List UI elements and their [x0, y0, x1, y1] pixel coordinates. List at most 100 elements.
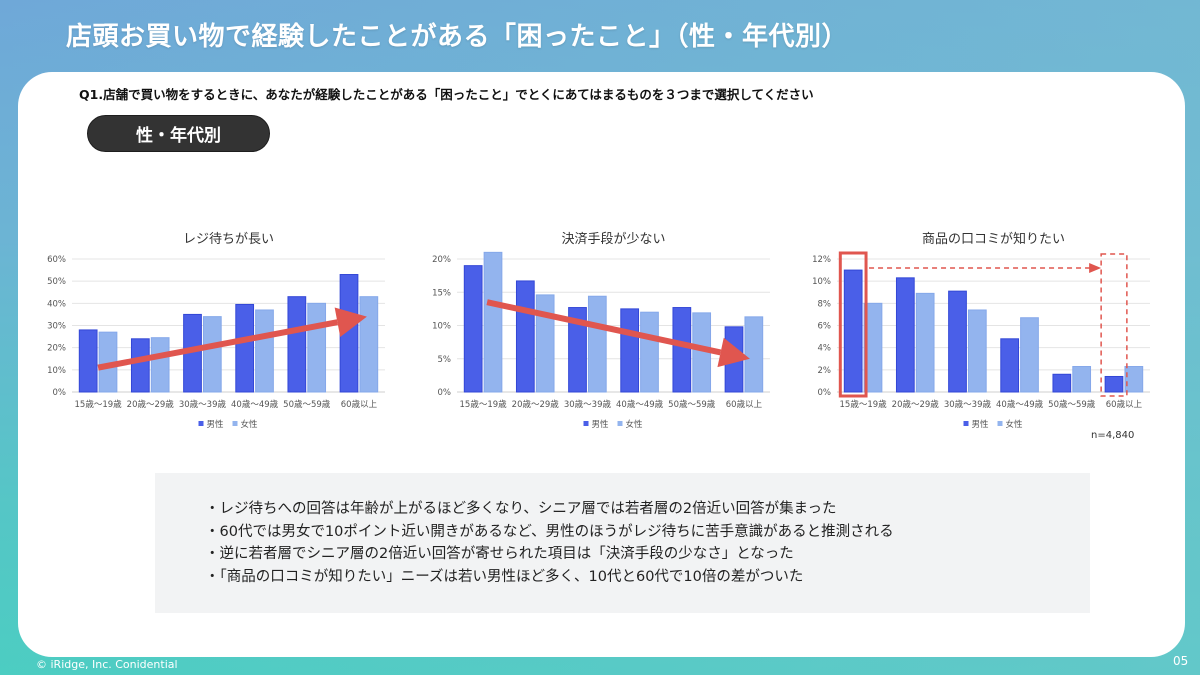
y-tick-label: 0% — [438, 388, 452, 398]
arrow-head — [334, 307, 367, 337]
legend-swatch-male — [198, 421, 204, 426]
y-tick-label: 40% — [47, 299, 66, 309]
x-tick-label: 30歳～39歳 — [944, 399, 992, 410]
survey-question: Q1.店舗で買い物をするときに、あなたが経験したことがある「困ったこと」でとくに… — [79, 87, 814, 102]
segment-pill-label: 性・年代別 — [136, 126, 221, 146]
bar-female — [640, 311, 659, 393]
bar-female — [744, 316, 764, 393]
legend-swatch-female — [232, 421, 238, 426]
y-tick-label: 2% — [818, 366, 832, 376]
bar-female — [915, 292, 935, 393]
bar-male — [1104, 375, 1124, 393]
x-tick-label: 50歳～59歳 — [1048, 399, 1096, 410]
legend-label: 男性 — [972, 419, 990, 430]
x-tick-label: 20歳～29歳 — [512, 399, 560, 410]
chart-register-wait: レジ待ちが長い 0% 10% 20% 30% 40% 50% 60% 15歳～19歳 20歳～29… — [47, 232, 385, 430]
x-tick-label: 60歳以上 — [1106, 399, 1143, 410]
y-tick-label: 20% — [47, 344, 66, 354]
chart-title: 決済手段が少ない — [561, 231, 665, 247]
chart-product-reviews: 商品の口コミが知りたい 0% 2% 4% 6% 8% 10% 12% 15歳～19歳 20歳～29… — [812, 231, 1150, 430]
bar-female — [1020, 317, 1039, 393]
chart-title: レジ待ちが長い — [183, 232, 274, 247]
legend-swatch-female — [997, 421, 1003, 426]
segment-pill: 性・年代別 — [87, 115, 270, 152]
bar-male — [515, 280, 535, 393]
bar-male — [620, 308, 640, 393]
x-tick-label: 40歳～49歳 — [996, 399, 1044, 410]
bar-female — [863, 302, 883, 393]
bar-female — [359, 296, 379, 393]
x-tick-label: 50歳～59歳 — [283, 399, 331, 410]
dashed-arrow-head — [1089, 263, 1102, 273]
bar-female — [587, 295, 607, 393]
legend-swatch-female — [617, 421, 623, 426]
bar-female — [202, 316, 222, 393]
x-tick-label: 15歳～19歳 — [840, 399, 888, 410]
bar-female — [483, 251, 503, 393]
legend-swatch-male — [583, 421, 589, 426]
summary-item: ・「商品の口コミが知りたい」ニーズは若い男性ほど多く、10代と60代で10倍の差… — [205, 568, 804, 585]
y-tick-label: 50% — [47, 277, 66, 287]
chart-payment-methods: 決済手段が少ない 0% 5% 10% 15% 20% 15歳～19歳 20歳～29歳 30歳～3… — [432, 231, 770, 430]
bar-male — [1000, 338, 1020, 393]
x-tick-label: 15歳～19歳 — [75, 399, 123, 410]
x-tick-label: 60歳以上 — [341, 399, 378, 410]
trend-arrow-down — [486, 299, 750, 368]
bar-male — [463, 265, 483, 393]
y-tick-label: 10% — [432, 322, 451, 332]
sample-size: n=4,840 — [1091, 430, 1135, 441]
highlight-box-solid — [838, 251, 868, 398]
page-number: 05 — [1173, 654, 1189, 668]
y-tick-label: 8% — [818, 299, 832, 309]
bar-male — [843, 269, 863, 393]
bar-female — [1072, 366, 1092, 393]
summary-item: ・レジ待ちへの回答は年齢が上がるほど多くなり、シニア層では若者層の2倍近い回答が… — [205, 501, 837, 517]
y-tick-label: 10% — [812, 277, 831, 287]
legend-swatch-male — [963, 421, 969, 426]
bar-male — [1052, 373, 1072, 393]
y-tick-label: 0% — [53, 388, 67, 398]
x-tick-label: 50歳～59歳 — [668, 399, 716, 410]
trend-arrow-up — [97, 307, 367, 371]
bar-male — [948, 290, 967, 393]
bar-male — [78, 329, 98, 393]
x-tick-label: 20歳～29歳 — [127, 399, 175, 410]
bar-male — [672, 307, 692, 393]
legend-label: 女性 — [626, 419, 644, 430]
y-tick-label: 12% — [812, 255, 831, 265]
bar-male — [895, 277, 915, 393]
y-tick-label: 15% — [432, 288, 451, 298]
y-tick-label: 30% — [47, 322, 66, 332]
x-tick-label: 15歳～19歳 — [460, 399, 508, 410]
bar-female — [967, 309, 987, 393]
highlight-box-dashed — [1100, 253, 1128, 397]
x-tick-label: 30歳～39歳 — [564, 399, 612, 410]
x-tick-label: 60歳以上 — [726, 399, 763, 410]
bar-female — [150, 337, 170, 393]
arrow-shaft — [97, 319, 339, 371]
bar-male — [130, 338, 150, 393]
bar-female — [535, 294, 555, 393]
x-tick-label: 40歳～49歳 — [616, 399, 664, 410]
legend-label: 男性 — [592, 419, 610, 430]
bar-female — [1124, 366, 1144, 393]
legend-label: 女性 — [241, 419, 259, 430]
y-tick-label: 20% — [432, 255, 451, 265]
y-tick-label: 6% — [818, 322, 832, 332]
arrow-head — [717, 337, 750, 368]
summary-item: ・逆に若者層でシニア層の2倍近い回答が寄せられた項目は「決済手段の少なさ」となっ… — [205, 546, 794, 562]
chart-title: 商品の口コミが知りたい — [922, 231, 1065, 247]
bar-male — [568, 307, 587, 393]
page-title: 店頭お買い物で経験したことがある「困ったこと」（性・年代別） — [66, 22, 849, 52]
summary-list: ・レジ待ちへの回答は年齢が上がるほど多くなり、シニア層では若者層の2倍近い回答が… — [205, 498, 894, 588]
summary-item: ・60代では男女で10ポイント近い開きがあるなど、男性のほうがレジ待ちに苦手意識… — [205, 523, 894, 540]
bar-male — [235, 303, 255, 393]
legend-label: 男性 — [207, 419, 225, 430]
bar-female — [255, 309, 274, 393]
bar-male — [287, 296, 307, 393]
y-tick-label: 5% — [438, 355, 452, 365]
y-tick-label: 60% — [47, 255, 66, 265]
bar-female — [307, 302, 327, 393]
y-tick-label: 10% — [47, 366, 66, 376]
legend-label: 女性 — [1006, 419, 1024, 430]
